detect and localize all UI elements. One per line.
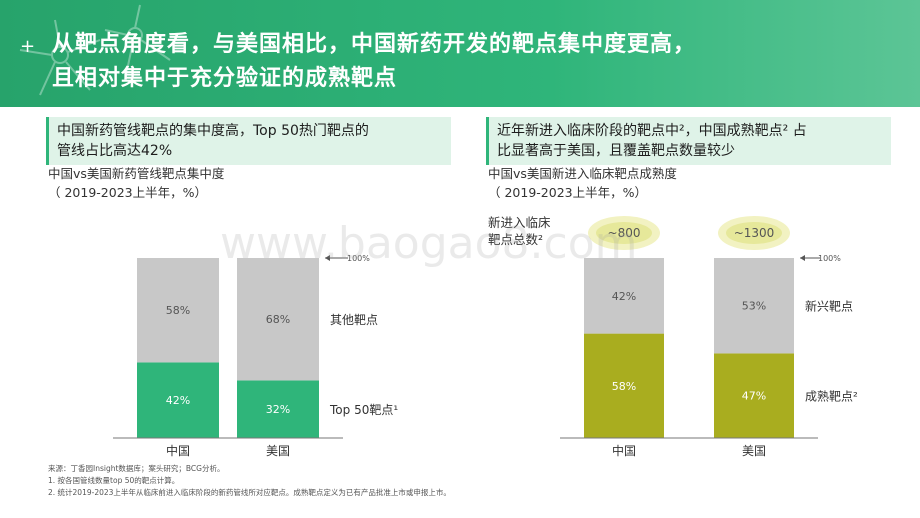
bar-segment (137, 258, 219, 363)
bar-value-label: 68% (266, 313, 290, 326)
category-label: 美国 (742, 444, 766, 458)
bar-value-label: 58% (612, 380, 636, 393)
series-legend-label: 其他靶点 (330, 313, 378, 327)
series-legend-label: Top 50靶点¹ (329, 403, 398, 417)
right-chart-subtitle: 中国vs美国新进入临床靶点成熟度 (488, 166, 677, 181)
right-title-line-2: 比显著高于美国，且覆盖靶点数量较少 (497, 143, 735, 159)
left-chart-period: （ 2019-2023上半年，%） (48, 185, 207, 200)
left-chart-subtitle: 中国vs美国新药管线靶点集中度 (48, 166, 225, 181)
header-banner: + 从靶点角度看，与美国相比，中国新药开发的靶点集中度更高， 且相对集中于充分验… (0, 0, 920, 107)
neuron-decoration-icon (19, 4, 171, 96)
bar-value-label: 32% (266, 403, 290, 416)
series-legend-label: 成熟靶点² (805, 389, 858, 404)
left-title-line-2: 管线占比高达42% (57, 143, 173, 159)
category-label: 中国 (612, 443, 636, 458)
plus-icon: + (20, 36, 36, 57)
bar-segment (237, 380, 319, 438)
series-legend-label: 新兴靶点 (805, 299, 853, 314)
bar-value-label: 42% (166, 394, 190, 407)
bar-segment (714, 353, 794, 438)
bar-segment (237, 258, 319, 381)
bar-value-label: 47% (742, 390, 766, 403)
reference-arrow-icon (800, 255, 805, 261)
reference-arrow-icon (325, 255, 330, 261)
new-target-count-label-1: 新进入临床 (488, 215, 551, 230)
total-badge (726, 222, 782, 244)
bar-segment (584, 258, 664, 334)
bar-segment (584, 333, 664, 438)
total-count-label: ~800 (608, 226, 641, 240)
right-chart-period: （ 2019-2023上半年，%） (488, 185, 647, 200)
left-title-line-1: 中国新药管线靶点的集中度高，Top 50热门靶点的 (57, 123, 369, 139)
bar-value-label: 42% (612, 290, 636, 303)
category-label: 中国 (166, 443, 190, 458)
watermark: www.baogao8.com (220, 218, 638, 269)
reference-100-label: 100% (818, 254, 841, 263)
headline-line-2: 且相对集中于充分验证的成熟靶点 (52, 66, 398, 91)
bar-value-label: 53% (742, 300, 766, 313)
source-note-1: 1. 按各国管线数量top 50的靶点计算。 (48, 476, 180, 485)
headline-line-1: 从靶点角度看，与美国相比，中国新药开发的靶点集中度更高， (52, 32, 697, 57)
total-count-label: ~1300 (734, 226, 775, 240)
left-panel-title: 中国新药管线靶点的集中度高，Top 50热门靶点的 管线占比高达42% (46, 117, 451, 165)
source-line-1: 来源：丁香园Insight数据库；案头研究；BCG分析。 (48, 464, 225, 473)
bar-segment (137, 362, 219, 438)
reference-100-label: 100% (347, 254, 370, 263)
right-panel-title: 近年新进入临床阶段的靶点中²，中国成熟靶点² 占 比显著高于美国，且覆盖靶点数量… (486, 117, 891, 165)
category-label: 美国 (266, 444, 290, 458)
total-badge (596, 222, 652, 244)
right-title-line-1: 近年新进入临床阶段的靶点中²，中国成熟靶点² 占 (497, 123, 807, 139)
bar-segment (714, 258, 794, 354)
source-note-2: 2. 统计2019-2023上半年从临床前进入临床阶段的新药管线所对应靶点。成熟… (48, 488, 451, 497)
bar-value-label: 58% (166, 304, 190, 317)
new-target-count-label-2: 靶点总数² (488, 232, 544, 247)
